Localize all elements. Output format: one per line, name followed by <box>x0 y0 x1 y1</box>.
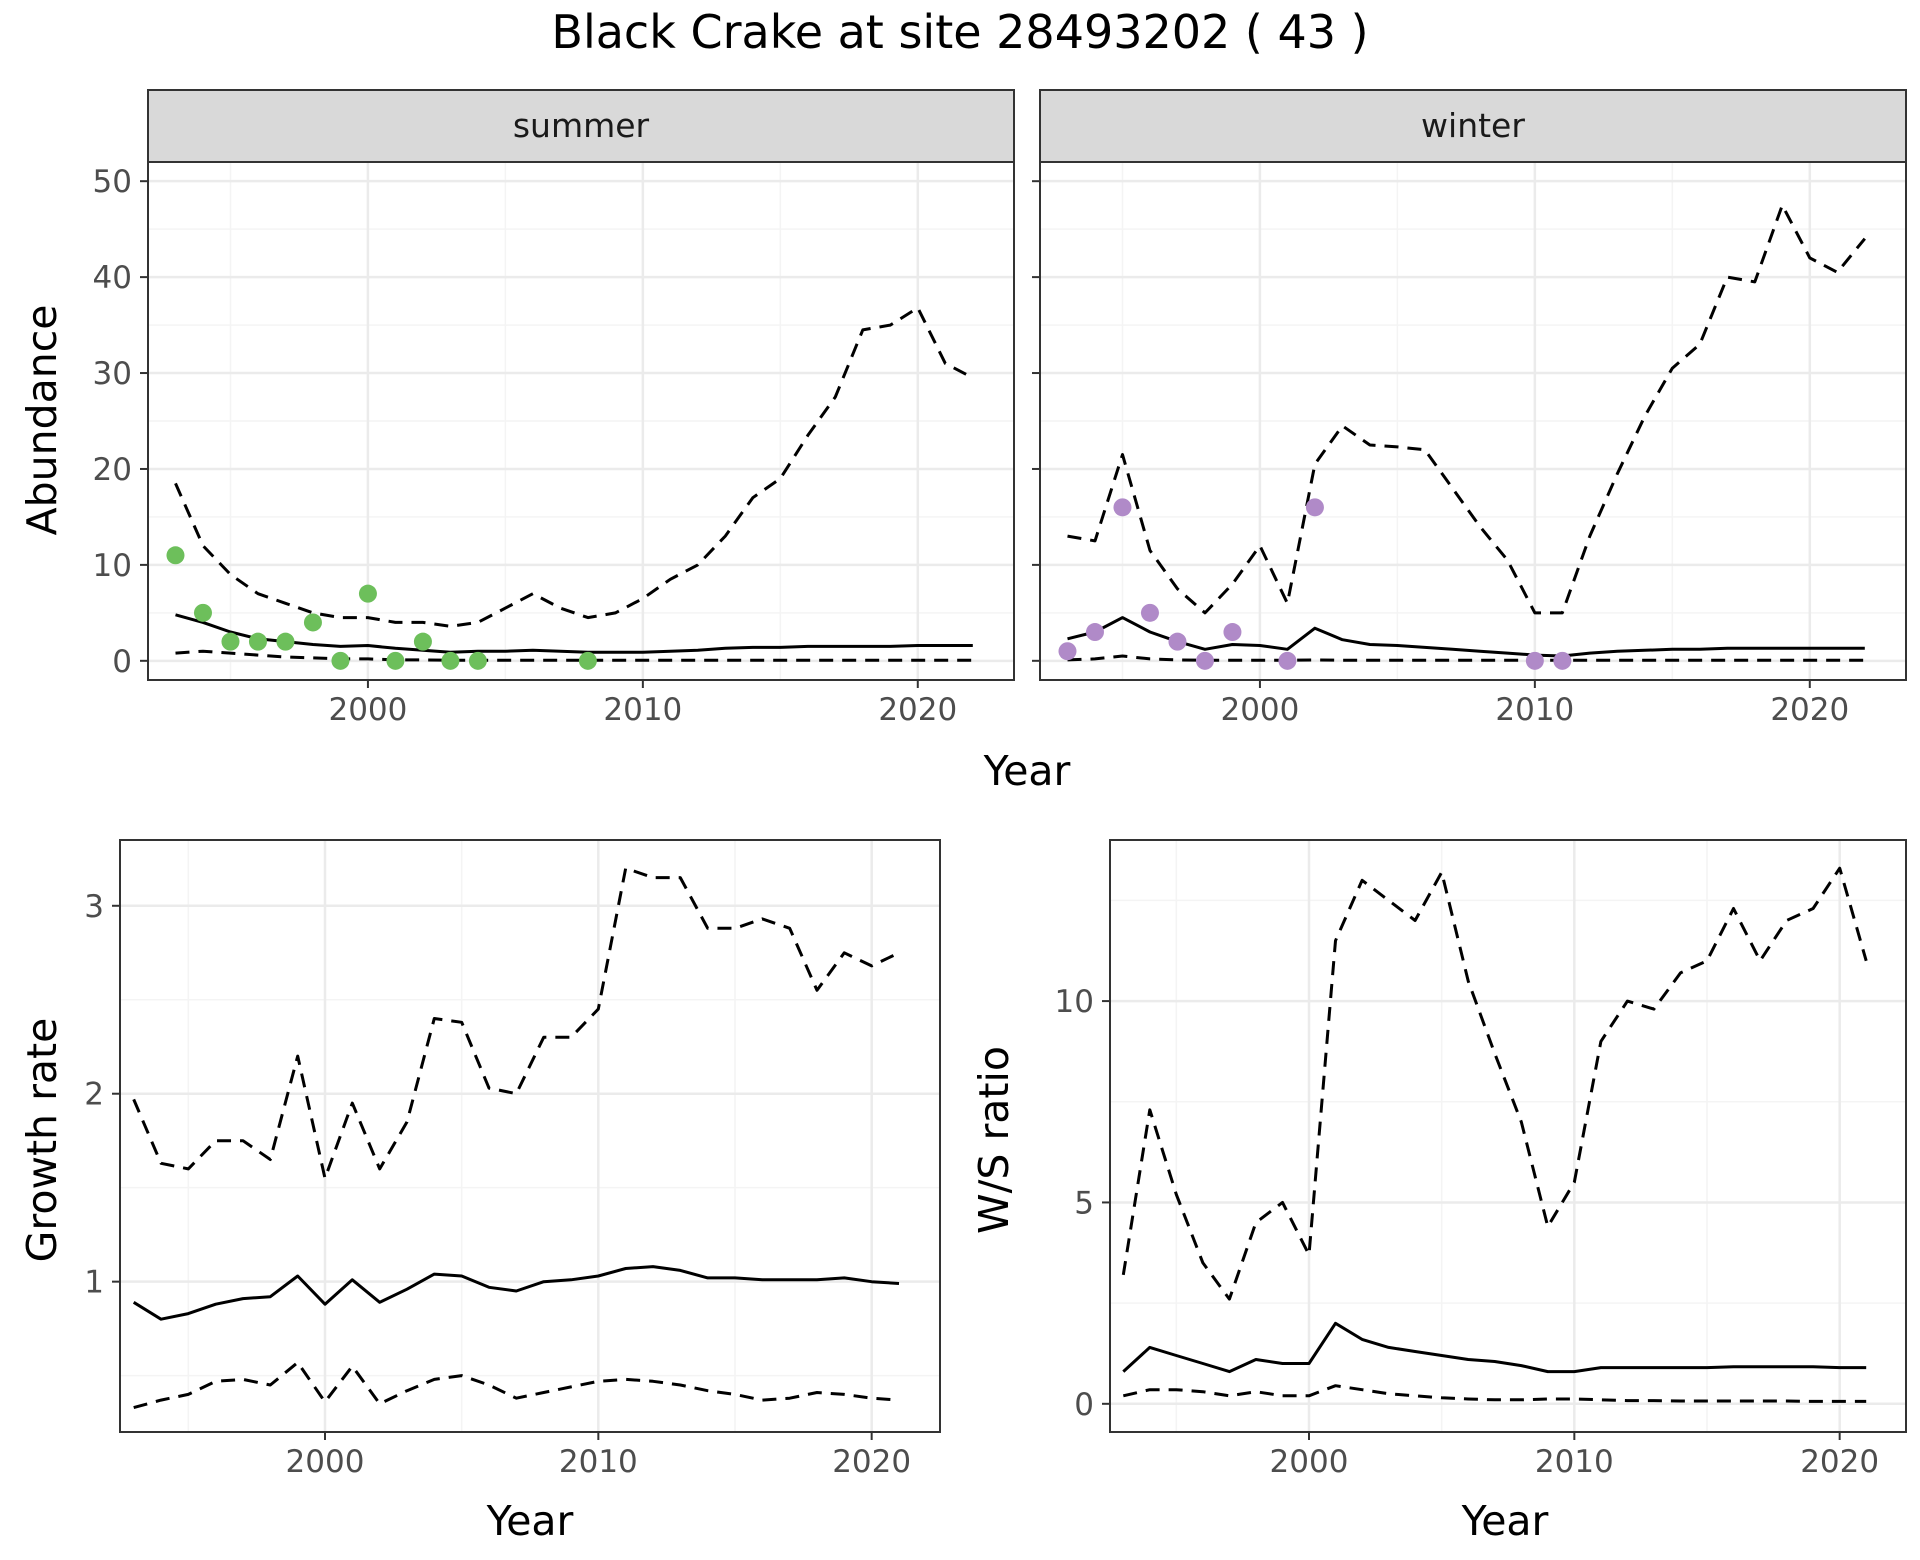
ws-ratio-panel: 2000 2010 2020 0 5 10 <box>1055 839 1907 1480</box>
y-tick-label: 3 <box>84 889 104 925</box>
abundance_summer-series-1-line <box>174 306 974 628</box>
y-tick-label: 1 <box>84 1265 104 1301</box>
ws_ratio-series-0-line <box>1122 1321 1867 1374</box>
abundance_summer-series-0-line <box>175 613 973 654</box>
abundance_winter-observation-point <box>1553 651 1572 670</box>
ws-ratio-y-axis-title: W/S ratio <box>970 1046 1018 1234</box>
y-tick-label: 40 <box>93 260 132 296</box>
abundance_summer-observation-point <box>386 651 405 670</box>
ws_ratio-series-2-line <box>1122 1384 1867 1403</box>
x-tick-label: 2000 <box>286 1444 365 1480</box>
strip-winter-label: winter <box>1421 106 1525 145</box>
abundance_summer-observation-point <box>331 651 350 670</box>
ws-ratio-plot-area: 2000 2010 2020 0 5 10 <box>1055 839 1907 1480</box>
abundance_summer-observation-point <box>193 603 212 622</box>
growth_rate-series-2-line <box>133 1361 900 1410</box>
abundance_winter-observation-point <box>1525 651 1544 670</box>
abundance_summer-observation-point <box>303 613 322 632</box>
y-tick-label: 0 <box>112 644 132 680</box>
x-tick-label: 2000 <box>328 692 407 728</box>
abundance_winter-observation-point <box>1278 651 1297 670</box>
growth-rate-y-axis-title: Growth rate <box>18 1018 66 1263</box>
x-tick-label: 2000 <box>1220 692 1299 728</box>
chart-title: Black Crake at site 28493202 ( 43 ) <box>551 5 1368 59</box>
growth-rate-panel: 2000 2010 2020 1 2 3 <box>84 839 941 1480</box>
growth_rate-series-1-line <box>132 866 900 1180</box>
abundance_summer-series-2-line <box>175 649 973 662</box>
abundance_winter-series-2-line <box>1067 654 1865 662</box>
growth-rate-plot-area: 2000 2010 2020 1 2 3 <box>84 839 941 1480</box>
abundance-x-axis-title: Year <box>983 747 1071 795</box>
abundance_winter-observation-point <box>1223 623 1242 642</box>
abundance_summer-observation-point <box>221 632 240 651</box>
abundance-winter-plot-area: 2000 2010 2020 <box>1032 161 1907 728</box>
x-tick-label: 2000 <box>1270 1444 1349 1480</box>
abundance_summer-observation-point <box>248 632 267 651</box>
abundance_winter-observation-point <box>1113 498 1132 517</box>
abundance_summer-observation-point <box>468 651 487 670</box>
abundance_winter-series-0-line <box>1067 616 1865 658</box>
abundance-y-axis-title: Abundance <box>18 305 66 536</box>
x-tick-label: 2010 <box>1495 692 1574 728</box>
x-tick-label: 2010 <box>603 692 682 728</box>
strip-summer-label: summer <box>513 106 650 145</box>
abundance_summer-observation-point <box>578 651 597 670</box>
abundance_summer-observation-point <box>166 546 185 565</box>
x-tick-label: 2020 <box>1770 692 1849 728</box>
abundance_summer-observation-point <box>276 632 295 651</box>
growth-rate-x-axis-title: Year <box>486 1497 574 1545</box>
abundance_summer-observation-point <box>441 651 460 670</box>
growth_rate-series-0-line <box>132 1265 900 1321</box>
abundance_winter-observation-point <box>1168 632 1187 651</box>
abundance_winter-observation-point <box>1195 651 1214 670</box>
x-tick-label: 2020 <box>1800 1444 1879 1480</box>
abundance_summer-observation-point <box>413 632 432 651</box>
ws_ratio-series-1-line <box>1121 866 1868 1301</box>
abundance_summer-observation-point <box>358 584 377 603</box>
y-tick-label: 10 <box>93 548 132 584</box>
y-tick-label: 50 <box>93 164 132 200</box>
ws_ratio-background <box>1110 840 1906 1432</box>
y-tick-label: 2 <box>84 1077 104 1113</box>
growth_rate-background <box>120 840 940 1432</box>
y-tick-label: 5 <box>1074 1185 1094 1221</box>
abundance-summer-plot-area: 2000 2010 2020 0 10 20 30 40 50 <box>93 161 1015 728</box>
abundance-summer-panel: summer 2000 2010 2020 0 10 20 30 40 50 <box>93 89 1015 728</box>
abundance-winter-panel: winter 2000 2010 2020 <box>1032 89 1907 728</box>
abundance_summer-panel-border <box>147 161 1015 681</box>
abundance_winter-observation-point <box>1085 623 1104 642</box>
y-tick-label: 30 <box>93 356 132 392</box>
x-tick-label: 2020 <box>832 1444 911 1480</box>
abundance_winter-observation-point <box>1058 642 1077 661</box>
x-tick-label: 2010 <box>1535 1444 1614 1480</box>
y-tick-label: 0 <box>1074 1387 1094 1423</box>
y-tick-label: 10 <box>1055 984 1094 1020</box>
ws_ratio-panel-border <box>1109 839 1907 1433</box>
growth_rate-panel-border <box>119 839 941 1433</box>
abundance_winter-observation-point <box>1140 603 1159 622</box>
ws-ratio-x-axis-title: Year <box>1461 1497 1549 1545</box>
abundance_winter-series-1-line <box>1067 203 1866 615</box>
x-tick-label: 2010 <box>559 1444 638 1480</box>
abundance_winter-panel-border <box>1039 161 1907 681</box>
abundance_winter-observation-point <box>1305 498 1324 517</box>
y-tick-label: 20 <box>93 452 132 488</box>
strip-summer-background <box>147 89 1015 163</box>
x-tick-label: 2020 <box>878 692 957 728</box>
